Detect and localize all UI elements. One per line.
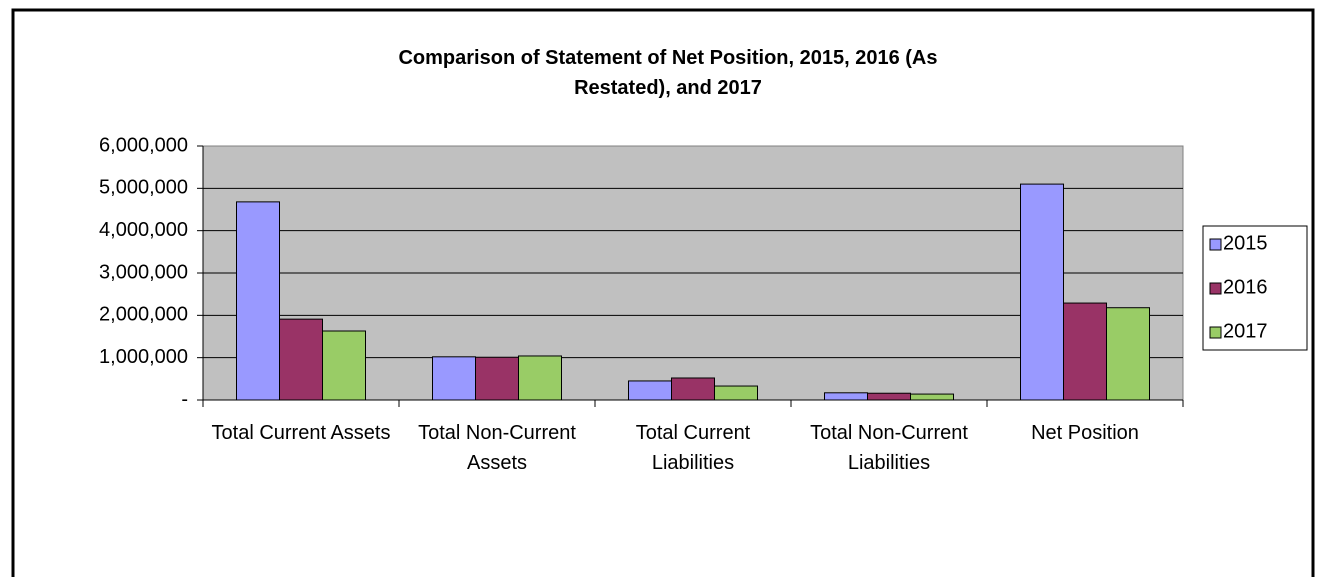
y-tick-label: 4,000,000 (99, 219, 188, 241)
y-tick-label: 5,000,000 (99, 177, 188, 199)
bar (279, 318, 323, 401)
x-tick-label: Total Current Assets (211, 422, 391, 444)
bar (867, 392, 911, 401)
y-tick-label: 3,000,000 (99, 261, 188, 283)
bar (236, 201, 280, 401)
bar (1020, 183, 1064, 401)
legend-swatch (1209, 238, 1222, 251)
x-tick-label: Net Position (1031, 422, 1139, 444)
bar (671, 377, 715, 401)
y-tick-label: 2,000,000 (99, 304, 188, 326)
bar (910, 393, 954, 401)
bar (714, 385, 758, 401)
y-tick-label: 1,000,000 (99, 346, 188, 368)
y-tick-label: - (181, 388, 188, 410)
bar (322, 330, 366, 401)
bar (1106, 307, 1150, 401)
legend-swatch (1209, 282, 1222, 295)
bar (1063, 302, 1107, 401)
bar (824, 392, 868, 401)
legend-label: 2017 (1223, 320, 1268, 342)
chart-title: Comparison of Statement of Net Position,… (398, 47, 938, 99)
legend-label: 2015 (1223, 232, 1268, 254)
legend-label: 2016 (1223, 276, 1268, 298)
bar (628, 380, 672, 401)
bar (518, 355, 562, 401)
x-tick-label: Total Non-Current Assets (418, 422, 576, 474)
y-tick-label: 6,000,000 (99, 134, 188, 156)
legend-swatch (1209, 326, 1222, 339)
bar (432, 356, 476, 401)
x-tick-label: Total Non-Current Liabilities (810, 422, 968, 474)
x-tick-label: Total Current Liabilities (635, 422, 751, 474)
bar (475, 356, 519, 401)
